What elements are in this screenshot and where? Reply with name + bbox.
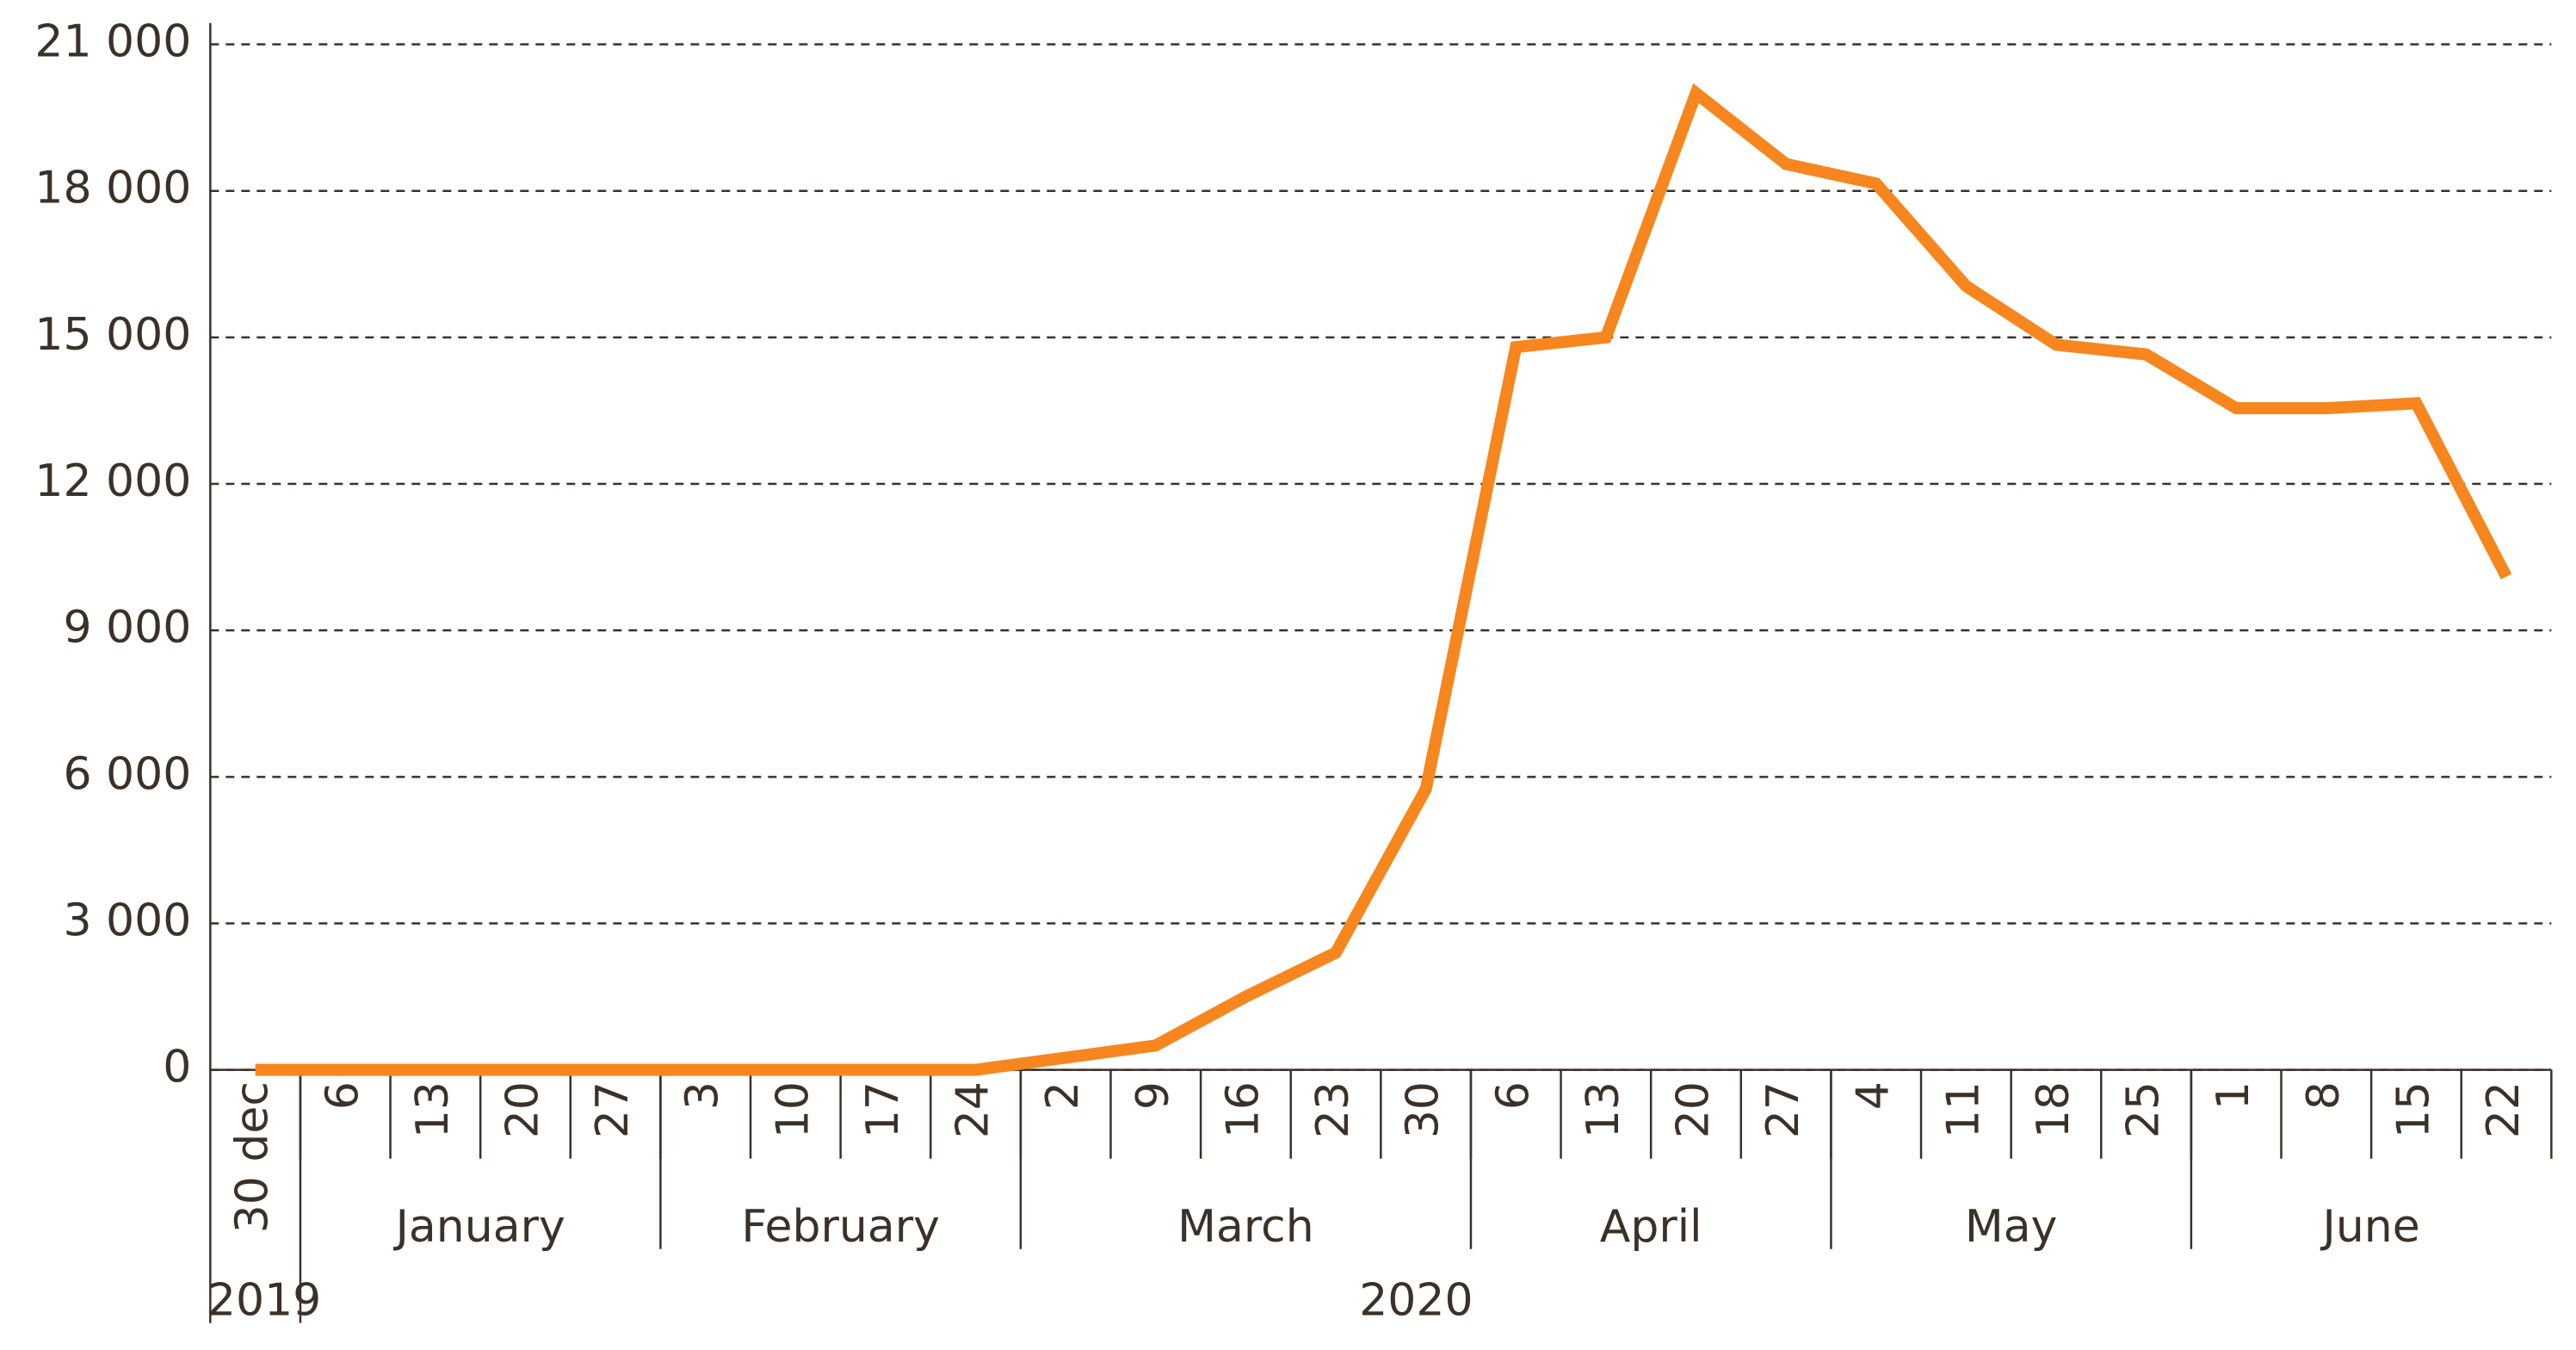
y-tick-label: 0: [163, 1042, 191, 1093]
y-tick-label: 18 000: [34, 163, 191, 214]
x-tick-label: 18: [2028, 1081, 2079, 1138]
y-tick-label: 9 000: [63, 602, 191, 653]
month-label: February: [741, 1201, 939, 1253]
x-tick-label: 11: [1937, 1081, 1989, 1138]
x-tick-label: 13: [407, 1081, 459, 1138]
x-tick-label: 6: [1487, 1081, 1539, 1110]
x-tick-label: 30: [1398, 1081, 1449, 1138]
x-tick-label: 24: [948, 1081, 999, 1138]
x-tick-label: 10: [767, 1081, 819, 1138]
month-label: March: [1177, 1201, 1314, 1253]
y-tick-label: 3 000: [63, 895, 191, 946]
y-tick-label: 6 000: [63, 748, 191, 800]
x-tick-label: 13: [1578, 1081, 1629, 1138]
x-tick-label: 20: [497, 1081, 548, 1138]
x-tick-label: 27: [587, 1081, 639, 1138]
month-label: May: [1965, 1201, 2058, 1253]
y-tick-label: 15 000: [34, 309, 191, 361]
x-tick-label: 30 dec: [227, 1081, 279, 1233]
x-tick-label: 16: [1217, 1081, 1269, 1138]
x-tick-label: 15: [2388, 1081, 2439, 1138]
x-tick-label: 23: [1307, 1081, 1359, 1138]
month-label: June: [2320, 1201, 2420, 1253]
x-tick-label: 3: [677, 1081, 729, 1110]
x-tick-label: 20: [1668, 1081, 1720, 1138]
x-tick-label: 27: [1757, 1081, 1809, 1138]
x-tick-label: 17: [857, 1081, 909, 1138]
x-tick-label: 4: [1848, 1081, 1900, 1110]
line-series: [255, 83, 2512, 1076]
x-tick-label: 2: [1037, 1081, 1089, 1110]
x-tick-label: 6: [317, 1081, 368, 1110]
year-label: 2020: [1359, 1275, 1473, 1327]
month-label: April: [1600, 1201, 1702, 1253]
month-label: January: [393, 1201, 565, 1253]
x-tick-label: 22: [2478, 1081, 2530, 1138]
y-tick-label: 12 000: [34, 455, 191, 507]
x-tick-label: 25: [2118, 1081, 2170, 1138]
year-label: 2019: [207, 1275, 321, 1327]
x-tick-label: 9: [1127, 1081, 1179, 1110]
x-tick-label: 1: [2208, 1081, 2259, 1110]
x-tick-label: 8: [2298, 1081, 2350, 1110]
y-tick-label: 21 000: [34, 16, 191, 68]
